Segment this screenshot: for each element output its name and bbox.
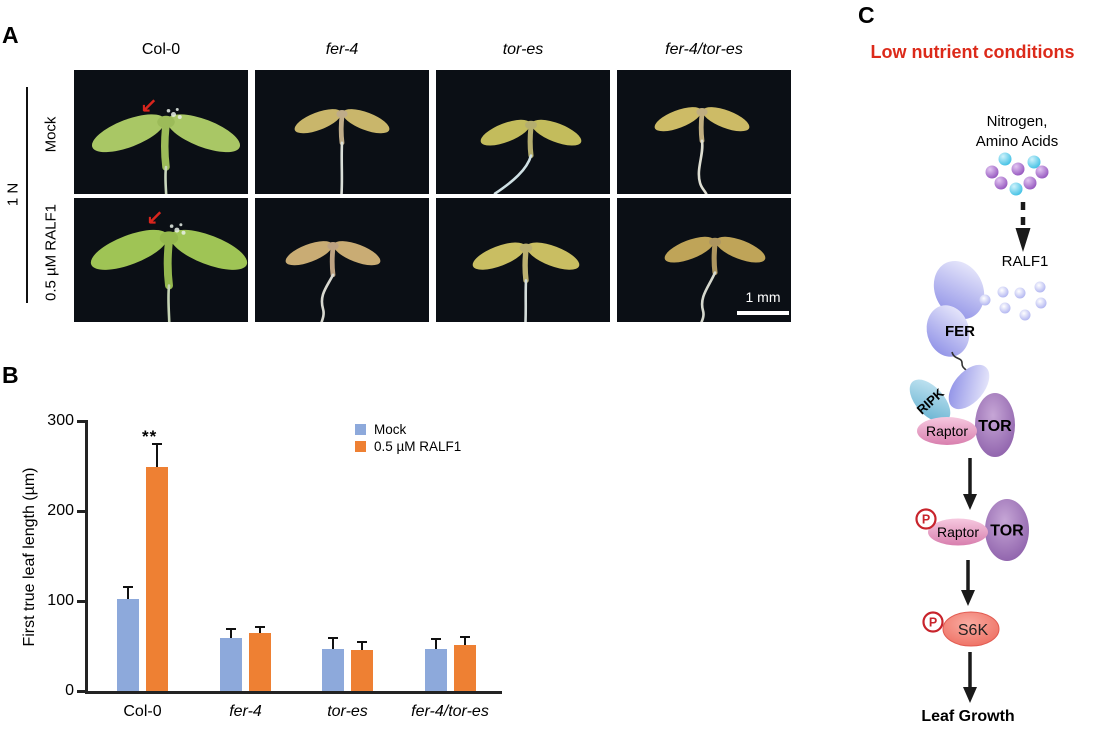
arrow-1 <box>963 458 977 510</box>
tor-label: TOR <box>978 418 1012 435</box>
fer-kinase-blob <box>948 364 990 410</box>
panel-c: C Low nutrient conditions Nitrogen, Amin… <box>850 0 1093 735</box>
panel-c-title: Low nutrient conditions <box>870 42 1075 62</box>
raptor2-ellipse <box>928 518 988 546</box>
nutrient-bracket-line <box>26 87 28 303</box>
panel-b-label: B <box>2 362 19 388</box>
seedling-image-0-ralf1 <box>74 198 248 322</box>
seedling-image-3-mock <box>617 70 791 194</box>
panel-b: B <box>0 355 560 735</box>
nutrient-balls-cluster <box>985 152 1049 196</box>
fer-label: FER <box>945 323 975 340</box>
seedling-image-2-ralf1 <box>436 198 610 322</box>
column-label-col0: Col-0 <box>141 41 181 58</box>
y-axis-title: First true leaf length (µm) <box>21 467 38 647</box>
seedling-image-1-mock <box>255 70 429 194</box>
fer-linker <box>951 351 969 374</box>
seedling-image-1-ralf1 <box>255 198 429 322</box>
arrow-3 <box>963 652 977 703</box>
pathway-diagram: Nitrogen, Amino Acids RALF1 FER <box>909 113 1059 725</box>
nutrients-label-line1: Nitrogen, <box>987 113 1048 130</box>
seedling-image-2-mock <box>436 70 610 194</box>
ralf1-peptide-balls <box>979 281 1047 321</box>
arrow-2 <box>961 560 975 606</box>
row-label-ralf1: 0.5 µM RALF1 <box>42 204 60 302</box>
fer-receptor-shape <box>926 260 985 357</box>
raptor-ellipse <box>917 417 977 445</box>
red-arrow-icon: ↙ <box>146 207 164 230</box>
nutrient-bracket-label: 1 N <box>4 182 22 207</box>
phospho-label-1: P <box>922 513 930 527</box>
phospho-badge-2 <box>922 611 944 633</box>
tor2-label: TOR <box>990 523 1024 540</box>
column-label-fer4: fer-4 <box>325 41 359 58</box>
panel-a-label: A <box>2 22 19 48</box>
ripk-ellipse <box>909 379 951 423</box>
panel-a: A Col-0 fer-4 tor-es fer-4/tor-es 1 N Mo… <box>0 0 860 360</box>
scale-bar <box>737 311 789 315</box>
phospho-badge-1 <box>915 508 937 530</box>
raptor2-label: Raptor <box>937 524 979 540</box>
seedling-image-3-ralf1 <box>617 198 791 322</box>
ralf1-label: RALF1 <box>1002 253 1049 270</box>
raptor-label: Raptor <box>926 423 968 439</box>
s6k-label: S6K <box>958 622 989 639</box>
nutrients-label-line2: Amino Acids <box>976 133 1059 150</box>
scale-bar-label: 1 mm <box>745 289 781 305</box>
tor-ellipse <box>975 393 1015 457</box>
seedling-image-0-mock <box>74 70 248 194</box>
leaf-growth-label: Leaf Growth <box>921 708 1014 725</box>
tor2-ellipse <box>985 499 1029 561</box>
dashed-arrow <box>1015 202 1031 252</box>
row-label-mock: Mock <box>42 116 60 153</box>
phospho-label-2: P <box>929 616 937 630</box>
column-label-fer4tores: fer-4/tor-es <box>665 41 743 58</box>
column-label-tores: tor-es <box>502 41 544 58</box>
red-arrow-icon: ↙ <box>140 95 158 118</box>
s6k-ellipse <box>942 611 1000 647</box>
panel-c-label: C <box>858 2 875 28</box>
